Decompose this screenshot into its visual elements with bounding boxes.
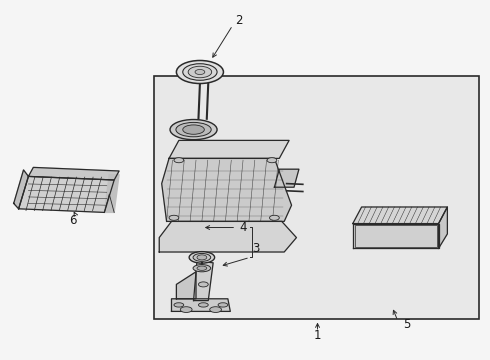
Polygon shape: [274, 169, 299, 187]
Polygon shape: [439, 207, 447, 248]
Ellipse shape: [198, 282, 208, 287]
Polygon shape: [176, 272, 196, 299]
Ellipse shape: [169, 215, 179, 220]
Ellipse shape: [198, 303, 208, 307]
Polygon shape: [169, 140, 289, 158]
Polygon shape: [353, 224, 439, 248]
Polygon shape: [19, 176, 114, 212]
Ellipse shape: [210, 307, 221, 312]
Text: 3: 3: [252, 242, 260, 255]
Polygon shape: [172, 299, 230, 311]
Polygon shape: [159, 221, 296, 252]
Text: 5: 5: [403, 318, 411, 331]
Polygon shape: [14, 170, 28, 209]
Ellipse shape: [270, 215, 279, 220]
Ellipse shape: [195, 69, 205, 75]
Ellipse shape: [174, 303, 184, 307]
Ellipse shape: [183, 64, 217, 80]
Ellipse shape: [170, 120, 217, 140]
Ellipse shape: [193, 265, 211, 272]
Ellipse shape: [267, 158, 277, 163]
Polygon shape: [194, 261, 213, 301]
Text: 2: 2: [235, 14, 243, 27]
Polygon shape: [104, 175, 119, 212]
Ellipse shape: [174, 158, 184, 163]
Ellipse shape: [189, 252, 215, 263]
Ellipse shape: [180, 307, 192, 312]
Ellipse shape: [188, 66, 212, 78]
Polygon shape: [353, 207, 447, 224]
Ellipse shape: [176, 122, 211, 137]
Ellipse shape: [218, 303, 228, 307]
Text: 6: 6: [69, 214, 76, 227]
Polygon shape: [162, 158, 292, 221]
Text: 4: 4: [240, 221, 247, 234]
Polygon shape: [28, 167, 119, 180]
Bar: [154, 76, 479, 319]
Ellipse shape: [193, 253, 211, 261]
Ellipse shape: [183, 125, 204, 134]
Bar: [355, 225, 437, 247]
Ellipse shape: [176, 60, 223, 84]
Ellipse shape: [197, 255, 207, 260]
Ellipse shape: [197, 266, 207, 270]
Text: 1: 1: [314, 329, 321, 342]
